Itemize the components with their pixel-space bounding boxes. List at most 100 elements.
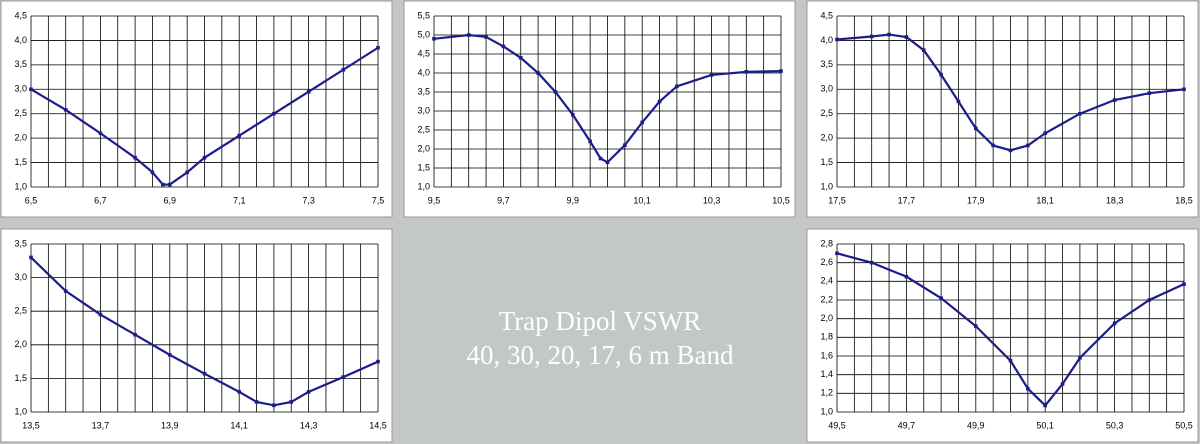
y-tick-label: 2,5: [14, 108, 27, 118]
point: [974, 126, 978, 131]
x-tick-label: 10,1: [633, 195, 651, 205]
y-tick-label: 1,4: [820, 369, 833, 379]
point: [991, 143, 995, 148]
y-tick-label: 1,2: [820, 388, 833, 398]
point: [202, 155, 207, 160]
x-tick-label: 13,9: [161, 420, 179, 430]
x-tick-label: 10,3: [703, 195, 721, 205]
point: [1147, 91, 1152, 95]
panel: [0, 0, 393, 218]
y-tick-label: 1,5: [417, 162, 430, 172]
vswr-line: [433, 33, 782, 164]
point: [63, 289, 68, 293]
point: [272, 403, 276, 408]
point: [150, 170, 155, 175]
x-tick-label: 49,7: [898, 420, 916, 430]
point: [904, 274, 909, 279]
y-tick-label: 4,5: [820, 10, 833, 20]
point: [289, 400, 294, 404]
point: [869, 34, 874, 39]
point: [484, 35, 488, 39]
point: [1008, 148, 1013, 153]
panel: [0, 228, 393, 443]
point: [306, 390, 311, 394]
x-tick-label: 7,3: [302, 195, 315, 205]
point: [518, 56, 523, 60]
vswr-line: [30, 46, 379, 186]
panel: [806, 228, 1199, 443]
x-tick-label: 18,3: [1106, 195, 1124, 205]
point: [202, 371, 207, 376]
point: [185, 170, 189, 175]
point: [571, 113, 575, 117]
point: [376, 45, 380, 50]
x-tick-label: 49,5: [828, 420, 846, 430]
x-tick-label: 50,1: [1036, 420, 1054, 430]
point: [1078, 356, 1082, 360]
x-tick-label: 7,1: [233, 195, 246, 205]
y-tick-label: 3,5: [820, 59, 833, 69]
point: [939, 72, 943, 77]
x-tick-label: 50,5: [1175, 420, 1193, 430]
point: [237, 390, 241, 394]
y-tick-label: 5,0: [417, 29, 430, 39]
y-tick-label: 3,0: [820, 84, 833, 94]
point: [341, 67, 346, 72]
y-tick-label: 2,0: [14, 339, 27, 349]
x-tick-label: 18,5: [1175, 195, 1193, 205]
point: [133, 332, 137, 337]
point: [536, 71, 540, 75]
panel-subtitle: 40, 30, 20, 17, 6 m Band: [467, 340, 734, 370]
point: [133, 155, 137, 160]
y-tick-label: 2,5: [820, 108, 833, 118]
y-tick-label: 2,0: [820, 313, 833, 323]
point: [29, 87, 33, 92]
y-tick-label: 4,0: [417, 67, 430, 77]
x-tick-label: 18,1: [1036, 195, 1054, 205]
point: [553, 90, 558, 94]
point: [675, 84, 679, 89]
point: [956, 99, 961, 104]
point: [657, 99, 662, 104]
point: [709, 73, 714, 77]
point: [640, 120, 644, 125]
point: [98, 312, 103, 317]
y-tick-label: 2,8: [820, 238, 833, 248]
point: [835, 37, 839, 42]
y-tick-label: 2,6: [820, 257, 833, 267]
point: [887, 32, 891, 37]
point: [1078, 111, 1082, 116]
point: [63, 108, 68, 112]
panel: [403, 0, 796, 218]
point: [921, 48, 926, 52]
point: [1060, 382, 1065, 386]
point: [1043, 403, 1047, 408]
point: [1026, 143, 1030, 148]
y-tick-label: 1,0: [417, 181, 430, 191]
point: [974, 324, 978, 328]
x-tick-label: 6,9: [164, 195, 177, 205]
panel-title: Trap Dipol VSWR: [499, 306, 702, 336]
x-tick-label: 6,7: [94, 195, 107, 205]
x-tick-label: 6,5: [25, 195, 38, 205]
point: [1147, 298, 1152, 302]
panel: [806, 0, 1199, 218]
point: [306, 89, 311, 94]
point: [598, 156, 603, 161]
point: [605, 160, 610, 165]
point: [1043, 131, 1047, 136]
point: [237, 133, 241, 138]
point: [939, 296, 943, 300]
x-tick-label: 14,5: [369, 420, 387, 430]
point: [376, 359, 380, 364]
y-tick-label: 1,5: [14, 373, 27, 383]
y-tick-label: 4,5: [14, 10, 27, 20]
y-tick-label: 2,4: [820, 276, 833, 286]
y-tick-label: 1,0: [820, 406, 833, 416]
x-tick-label: 49,9: [967, 420, 985, 430]
point: [168, 182, 172, 187]
point: [98, 131, 103, 136]
point: [1026, 386, 1030, 391]
y-tick-label: 3,5: [14, 59, 27, 69]
